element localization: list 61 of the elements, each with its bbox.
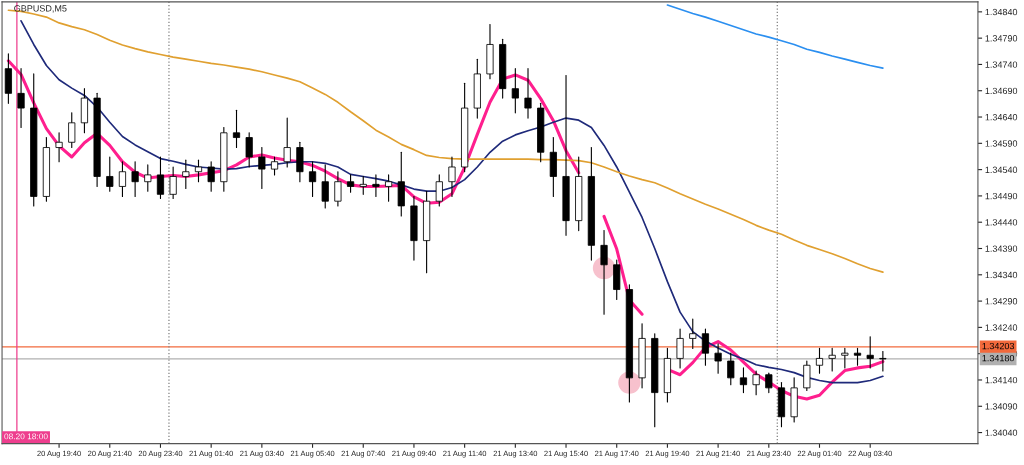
y-tick-label: 1.34690 [985,87,1018,95]
candlestick [17,68,25,129]
candlestick [701,328,710,366]
y-tick-label: 1.34390 [985,245,1018,252]
ref-line-label: 1.34180 [982,354,1015,362]
candlestick [524,68,532,119]
candlestick [815,347,824,374]
candlestick [156,156,165,200]
y-tick-label: 1.34540 [985,166,1018,173]
annotation: 08.20 18:00 [4,433,48,440]
y-tick-label: 1.34590 [985,140,1018,147]
candlestick [321,164,329,209]
candlestick [283,117,291,168]
candlestick [106,156,114,192]
candlestick [131,161,139,197]
y-tick-label: 1.34740 [985,61,1018,68]
candlestick [258,146,266,190]
y-tick-label: 1.34090 [985,403,1018,410]
candlestick [803,360,811,392]
candlestick [385,174,393,202]
y-tick-label: 1.34490 [985,192,1018,200]
candlestick [55,132,63,163]
candlestick [752,370,760,396]
line-series [20,19,884,384]
candlestick [511,68,519,114]
y-tick-label: 1.34290 [985,298,1018,305]
y-tick-label: 1.34240 [985,324,1018,331]
candlestick [169,166,177,200]
candlestick [689,318,697,349]
candlestick [676,328,684,369]
y-tick-label: 1.34040 [985,429,1018,436]
candlestick [118,161,127,197]
candlestick [144,164,152,192]
candlestick [207,161,215,192]
candlestick [879,351,887,372]
y-tick-label: 1.34640 [985,114,1018,121]
candlestick [232,109,241,149]
y-tick-label: 1.34840 [985,8,1018,16]
candlestick [194,159,203,183]
y-tick-label: 1.34440 [985,219,1018,226]
candlestick [182,159,190,190]
candlestick [841,347,849,369]
y-tick-label: 1.34140 [985,376,1018,384]
candlestick [435,174,443,207]
ref-line-label: 1.34203 [982,342,1015,350]
candlestick [245,132,253,168]
candlestick [308,161,317,197]
candlestick [828,347,836,372]
candlestick [68,112,76,149]
candlestick [334,171,342,207]
y-tick-label: 1.34340 [985,271,1018,279]
y-tick-label: 1.34790 [985,35,1018,42]
candlestick [448,156,456,197]
candlestick [765,372,773,394]
line-series [666,4,884,69]
candlestick [372,174,380,197]
candlestick [714,343,722,374]
candlestick [866,336,874,369]
candlestick [727,352,735,386]
candlestick [600,230,608,315]
candlestick [739,367,748,394]
